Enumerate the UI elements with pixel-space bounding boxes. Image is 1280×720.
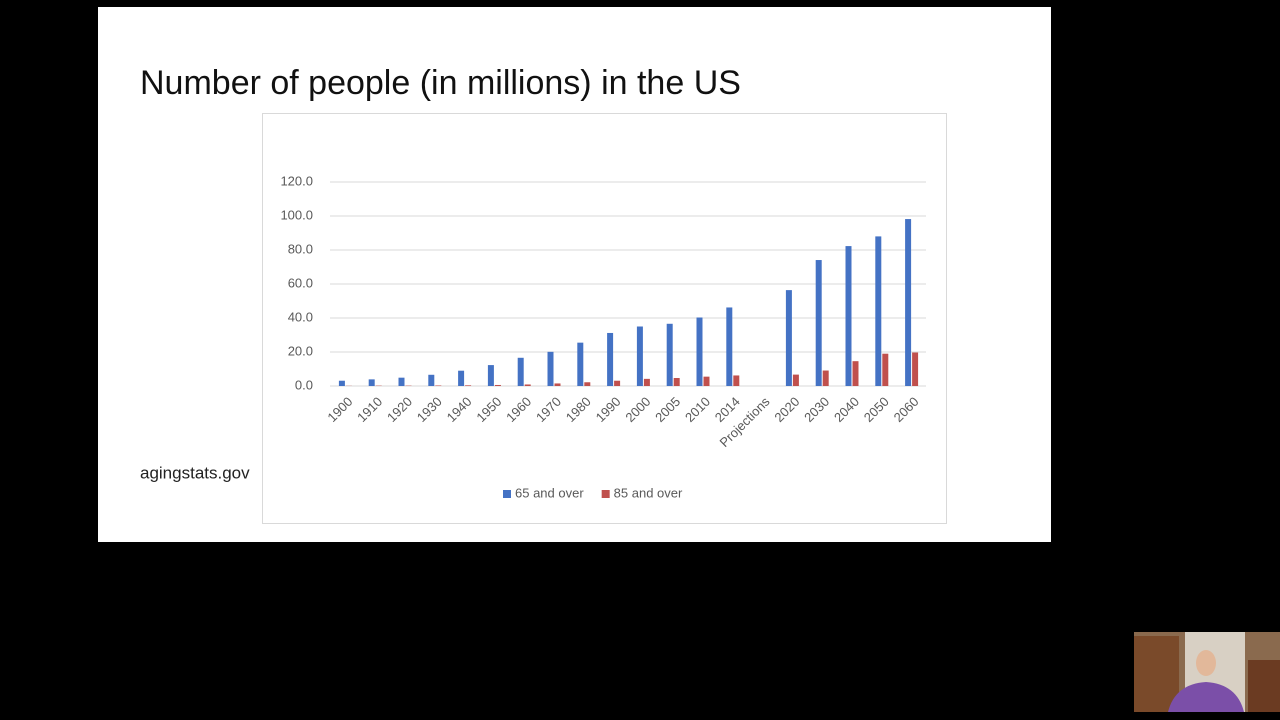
bar: [614, 380, 621, 386]
bar: [785, 290, 792, 386]
webcam-door: [1248, 660, 1280, 712]
y-tick-label: 0.0: [295, 377, 313, 392]
bar: [875, 236, 882, 386]
bar: [882, 353, 889, 386]
slide-title: Number of people (in millions) in the US: [140, 64, 741, 102]
bar: [458, 370, 465, 386]
y-tick-label: 100.0: [280, 207, 313, 222]
y-tick-label: 120.0: [280, 173, 313, 188]
bar: [554, 383, 561, 386]
bar: [487, 365, 494, 386]
webcam-face: [1196, 650, 1216, 676]
bar: [905, 219, 912, 386]
bar: [912, 352, 919, 386]
bar: [577, 342, 584, 386]
bar: [494, 384, 501, 386]
bar: [696, 317, 703, 386]
bar: [368, 379, 375, 386]
bar: [465, 385, 472, 386]
bar: [666, 323, 673, 386]
bar: [792, 374, 799, 386]
bar: [733, 375, 740, 386]
legend-label: 85 and over: [614, 485, 683, 500]
webcam-shirt: [1168, 682, 1244, 712]
legend-swatch: [601, 490, 610, 498]
bar: [584, 382, 591, 386]
bar: [428, 374, 435, 386]
bar: [435, 385, 442, 386]
bar: [338, 380, 345, 386]
legend-label: 65 and over: [515, 485, 584, 500]
bar: [607, 332, 614, 386]
bar: [845, 246, 852, 386]
y-tick-label: 40.0: [288, 309, 313, 324]
bar: [517, 357, 524, 386]
y-tick-label: 20.0: [288, 343, 313, 358]
legend-swatch: [503, 490, 511, 498]
bar: [524, 384, 531, 386]
y-tick-label: 80.0: [288, 241, 313, 256]
bar: [815, 260, 822, 386]
bar: [822, 370, 829, 386]
bar: [726, 307, 733, 386]
bar: [636, 326, 643, 386]
bar: [703, 376, 710, 386]
bar: [547, 351, 554, 386]
webcam-door: [1134, 636, 1179, 712]
bar: [643, 378, 650, 386]
bar: [398, 377, 405, 386]
source: agingstats.gov: [140, 463, 250, 482]
webcam: [1134, 632, 1280, 712]
bar: [852, 361, 859, 386]
y-tick-label: 60.0: [288, 275, 313, 290]
bar: [673, 378, 680, 386]
